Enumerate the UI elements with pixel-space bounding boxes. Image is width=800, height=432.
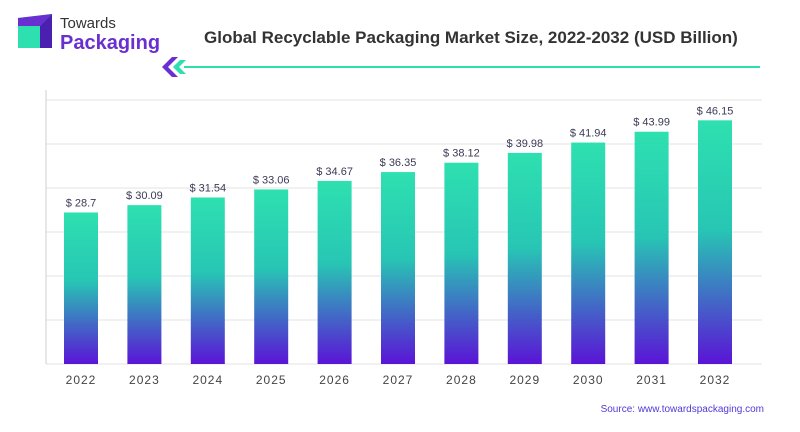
data-label-2025: $ 33.06: [253, 174, 290, 186]
x-tick-label-2029: 2029: [509, 373, 540, 387]
data-label-2028: $ 38.12: [443, 148, 480, 160]
data-label-2032: $ 46.15: [697, 105, 734, 117]
x-tick-label-2031: 2031: [636, 373, 667, 387]
data-label-2027: $ 36.35: [380, 157, 417, 169]
brand-line-2: Packaging: [60, 32, 161, 54]
x-tick-label-2023: 2023: [129, 373, 160, 387]
bar-2023: [127, 205, 162, 364]
data-label-2022: $ 28.7: [66, 197, 97, 209]
bar-2022: [64, 212, 98, 364]
x-tick-label-2028: 2028: [446, 373, 477, 387]
x-tick-label-2027: 2027: [383, 373, 414, 387]
data-label-2026: $ 34.67: [316, 166, 353, 178]
data-label-2030: $ 41.94: [570, 128, 607, 140]
data-label-2029: $ 39.98: [506, 138, 543, 150]
data-label-2031: $ 43.99: [633, 117, 670, 129]
bar-2029: [507, 152, 542, 364]
source-note: Source: www.towardspackaging.com: [600, 404, 764, 415]
title-divider: [162, 57, 760, 77]
bar-2031: [634, 131, 669, 364]
data-label-2023: $ 30.09: [126, 190, 163, 202]
bar-2024: [190, 197, 225, 364]
x-tick-label-2030: 2030: [573, 373, 604, 387]
bar-2026: [317, 180, 352, 364]
bar-2025: [254, 189, 289, 364]
logo-icon: [18, 14, 52, 48]
chevron-left-icon: [162, 57, 178, 77]
chart-title: Global Recyclable Packaging Market Size,…: [204, 28, 738, 47]
x-tick-label-2022: 2022: [66, 373, 97, 387]
bar-2028: [444, 162, 479, 364]
bar-2030: [571, 142, 606, 364]
bar-2032: [698, 120, 732, 364]
x-tick-label-2026: 2026: [319, 373, 350, 387]
chevron-left-accent-icon: [173, 60, 186, 74]
x-tick-label-2024: 2024: [192, 373, 223, 387]
bar-2027: [381, 172, 415, 364]
x-tick-label-2032: 2032: [700, 373, 731, 387]
brand-line-1: Towards: [60, 15, 116, 32]
brand-logo: Towards Packaging: [16, 12, 176, 62]
data-label-2024: $ 31.54: [189, 182, 226, 194]
x-tick-label-2025: 2025: [256, 373, 287, 387]
